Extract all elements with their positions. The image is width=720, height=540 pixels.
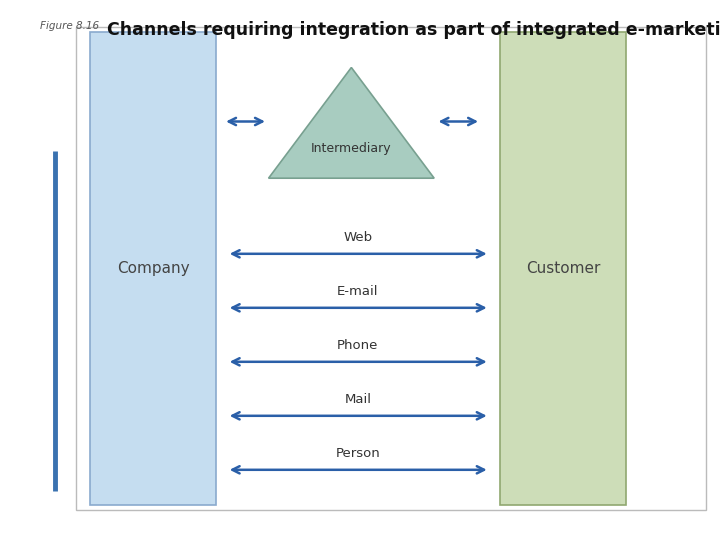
Bar — [90, 32, 216, 505]
Text: Web: Web — [343, 231, 372, 244]
Text: E-mail: E-mail — [337, 285, 379, 298]
Bar — [500, 32, 626, 505]
Text: Intermediary: Intermediary — [311, 142, 392, 155]
Text: Customer: Customer — [526, 261, 600, 276]
Text: Channels requiring integration as part of integrated e-marketing strategy: Channels requiring integration as part o… — [107, 21, 720, 38]
Text: Person: Person — [336, 447, 380, 460]
Text: Figure 8.16: Figure 8.16 — [40, 21, 99, 31]
Text: Phone: Phone — [337, 339, 379, 352]
Text: Mail: Mail — [344, 393, 372, 406]
Bar — [76, 27, 706, 510]
Polygon shape — [269, 68, 434, 178]
Text: Company: Company — [117, 261, 189, 276]
